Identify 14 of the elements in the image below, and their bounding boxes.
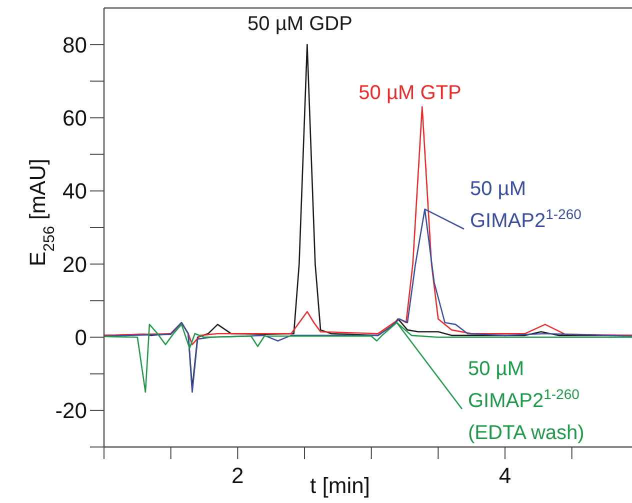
- x-axis-title: t [min]: [310, 473, 370, 498]
- x-tick-label: 2: [232, 463, 244, 488]
- y-tick-label: 80: [62, 32, 87, 58]
- y-tick-label: 40: [62, 178, 87, 204]
- y-tick-label: 20: [62, 252, 87, 277]
- series-label: 50 µM GDP: [248, 13, 352, 35]
- y-tick-label: 60: [62, 105, 87, 130]
- text: 50 µM GIMAP2$^{1-260}$: [470, 178, 582, 232]
- x-tick-label: 4: [498, 463, 512, 488]
- y-tick-label: 0: [74, 324, 87, 350]
- text: 50 µM GIMAP2$^{1-260}$ (EDTA wash): [468, 358, 584, 444]
- y-tick-label: -20: [55, 398, 87, 424]
- line-series: [104, 106, 632, 346]
- series-label: 50 µM GTP: [358, 82, 462, 104]
